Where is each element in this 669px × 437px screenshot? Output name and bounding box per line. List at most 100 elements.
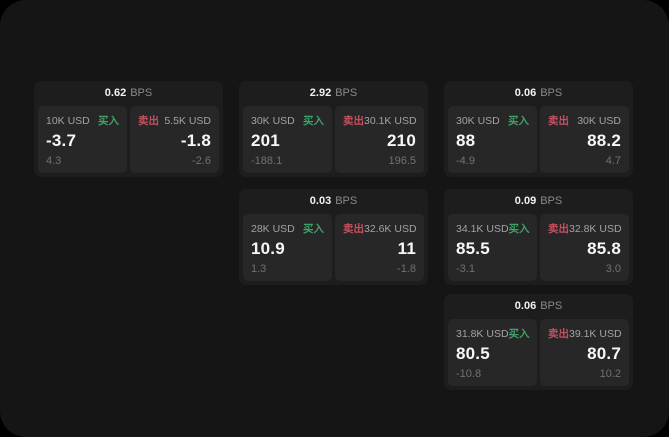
card-header: 0.03 BPS [243,189,424,214]
side-panels: 34.1K USD 买入 85.5 -3.1 卖出 32.8K USD 85.8… [448,214,629,281]
buy-panel-header: 10K USD 买入 [46,113,119,128]
sell-panel-header: 卖出 30.1K USD [343,113,417,128]
sell-side-label: 卖出 [548,115,569,127]
sell-price: 85.8 [587,239,621,258]
sell-price: -1.8 [180,131,211,150]
buy-price: 201 [251,131,280,150]
sell-price: 88.2 [587,131,621,150]
bps-value: 0.09 [514,195,537,207]
sell-amount: 30.1K USD [364,114,417,127]
quote-card: 0.09 BPS 34.1K USD 买入 85.5 -3.1 卖出 32.8K… [444,189,633,285]
buy-amount: 34.1K USD [456,222,509,235]
sell-panel-header: 卖出 32.8K USD [548,221,622,236]
sell-amount: 32.8K USD [569,222,622,235]
sell-side-label: 卖出 [343,223,364,235]
buy-side-label: 买入 [508,328,530,340]
sell-panel[interactable]: 卖出 30K USD 88.2 4.7 [540,106,629,173]
buy-panel[interactable]: 28K USD 买入 10.9 1.3 [243,214,332,281]
sell-amount: 5.5K USD [164,114,211,127]
buy-change: -4.9 [456,155,475,167]
sell-amount: 30K USD [577,114,621,127]
bps-unit-label: BPS [130,87,153,99]
card-header: 0.62 BPS [38,81,219,106]
buy-change: -188.1 [251,155,283,167]
buy-side-label: 买入 [303,115,324,127]
sell-panel-header: 卖出 5.5K USD [138,113,211,128]
quote-card: 0.06 BPS 31.8K USD 买入 80.5 -10.8 卖出 39.1… [444,294,633,390]
buy-price: -3.7 [46,131,77,150]
buy-panel-header: 34.1K USD 买入 [456,221,530,236]
buy-price: 88 [456,131,476,150]
side-panels: 28K USD 买入 10.9 1.3 卖出 32.6K USD 11 -1.8 [243,214,424,281]
side-panels: 30K USD 买入 88 -4.9 卖出 30K USD 88.2 4.7 [448,106,629,173]
buy-panel[interactable]: 31.8K USD 买入 80.5 -10.8 [448,319,537,386]
bps-unit-label: BPS [540,195,563,207]
buy-panel[interactable]: 30K USD 买入 201 -188.1 [243,106,332,173]
buy-panel-header: 31.8K USD 买入 [456,326,530,341]
bps-value: 0.62 [104,87,127,99]
side-panels: 31.8K USD 买入 80.5 -10.8 卖出 39.1K USD 80.… [448,319,629,386]
sell-panel[interactable]: 卖出 30.1K USD 210 196.5 [335,106,424,173]
sell-panel[interactable]: 卖出 32.8K USD 85.8 3.0 [540,214,629,281]
buy-price: 10.9 [251,239,285,258]
sell-side-label: 卖出 [138,115,159,127]
quote-card: 0.03 BPS 28K USD 买入 10.9 1.3 卖出 32.6K US… [239,189,428,285]
bps-unit-label: BPS [540,300,563,312]
buy-price: 80.5 [456,344,490,363]
buy-amount: 31.8K USD [456,327,509,340]
sell-panel[interactable]: 卖出 32.6K USD 11 -1.8 [335,214,424,281]
buy-amount: 28K USD [251,222,295,235]
sell-price: 210 [387,131,416,150]
sell-panel-header: 卖出 39.1K USD [548,326,622,341]
sell-change: 10.2 [599,368,621,380]
bps-value: 2.92 [309,87,332,99]
bps-unit-label: BPS [335,195,358,207]
quote-card: 0.62 BPS 10K USD 买入 -3.7 4.3 卖出 5.5K USD… [34,81,223,177]
buy-side-label: 买入 [508,115,529,127]
sell-panel-header: 卖出 32.6K USD [343,221,417,236]
buy-side-label: 买入 [98,115,119,127]
sell-amount: 32.6K USD [364,222,417,235]
sell-panel[interactable]: 卖出 39.1K USD 80.7 10.2 [540,319,629,386]
buy-panel[interactable]: 10K USD 买入 -3.7 4.3 [38,106,127,173]
buy-change: -10.8 [456,368,482,380]
sell-side-label: 卖出 [343,115,364,127]
sell-price: 11 [397,239,416,258]
sell-change: 3.0 [605,263,621,275]
card-header: 0.06 BPS [448,81,629,106]
buy-panel-header: 30K USD 买入 [251,113,324,128]
buy-panel[interactable]: 30K USD 买入 88 -4.9 [448,106,537,173]
sell-price: 80.7 [587,344,621,363]
sell-side-label: 卖出 [548,328,569,340]
sell-panel-header: 卖出 30K USD [548,113,621,128]
buy-panel[interactable]: 34.1K USD 买入 85.5 -3.1 [448,214,537,281]
sell-change: -1.8 [397,263,416,275]
sell-change: 4.7 [605,155,621,167]
buy-panel-header: 30K USD 买入 [456,113,529,128]
sell-change: 196.5 [388,155,416,167]
sell-amount: 39.1K USD [569,327,622,340]
buy-amount: 30K USD [456,114,500,127]
card-header: 2.92 BPS [243,81,424,106]
buy-price: 85.5 [456,239,490,258]
card-header: 0.06 BPS [448,294,629,319]
buy-change: 1.3 [251,263,267,275]
buy-amount: 30K USD [251,114,295,127]
buy-change: -3.1 [456,263,475,275]
sell-change: -2.6 [192,155,211,167]
bps-unit-label: BPS [335,87,358,99]
bps-value: 0.06 [514,300,537,312]
bps-unit-label: BPS [540,87,563,99]
bps-value: 0.06 [514,87,537,99]
buy-change: 4.3 [46,155,62,167]
buy-side-label: 买入 [508,223,530,235]
quote-card: 2.92 BPS 30K USD 买入 201 -188.1 卖出 30.1K … [239,81,428,177]
buy-panel-header: 28K USD 买入 [251,221,324,236]
sell-side-label: 卖出 [548,223,569,235]
sell-panel[interactable]: 卖出 5.5K USD -1.8 -2.6 [130,106,219,173]
buy-side-label: 买入 [303,223,324,235]
buy-amount: 10K USD [46,114,90,127]
side-panels: 10K USD 买入 -3.7 4.3 卖出 5.5K USD -1.8 -2.… [38,106,219,173]
bps-value: 0.03 [309,195,332,207]
